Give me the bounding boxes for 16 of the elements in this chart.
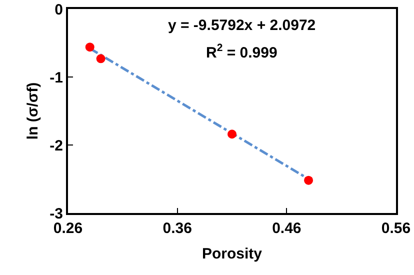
y-tick-label: 0 [54,1,63,18]
annotation: y = -9.5792x + 2.0972 [168,17,316,34]
annotation: R$^{2}$ = 0.999 [206,42,278,62]
point [96,54,106,64]
point [304,176,314,185]
point [228,130,236,139]
x-tick-label: 0.46 [272,220,302,237]
x-axis-title: Porosity [202,246,263,262]
y-tick-label: -3 [50,205,63,222]
point [85,42,94,52]
x-tick-label: 0.36 [162,220,192,237]
x-tick-label: 0.56 [381,220,411,237]
y-tick-label: -2 [50,137,63,154]
y-axis-title: ln (σ/σf) [24,82,42,140]
x-tick-label: 0.26 [53,220,83,237]
y-tick-label: -1 [50,69,63,86]
